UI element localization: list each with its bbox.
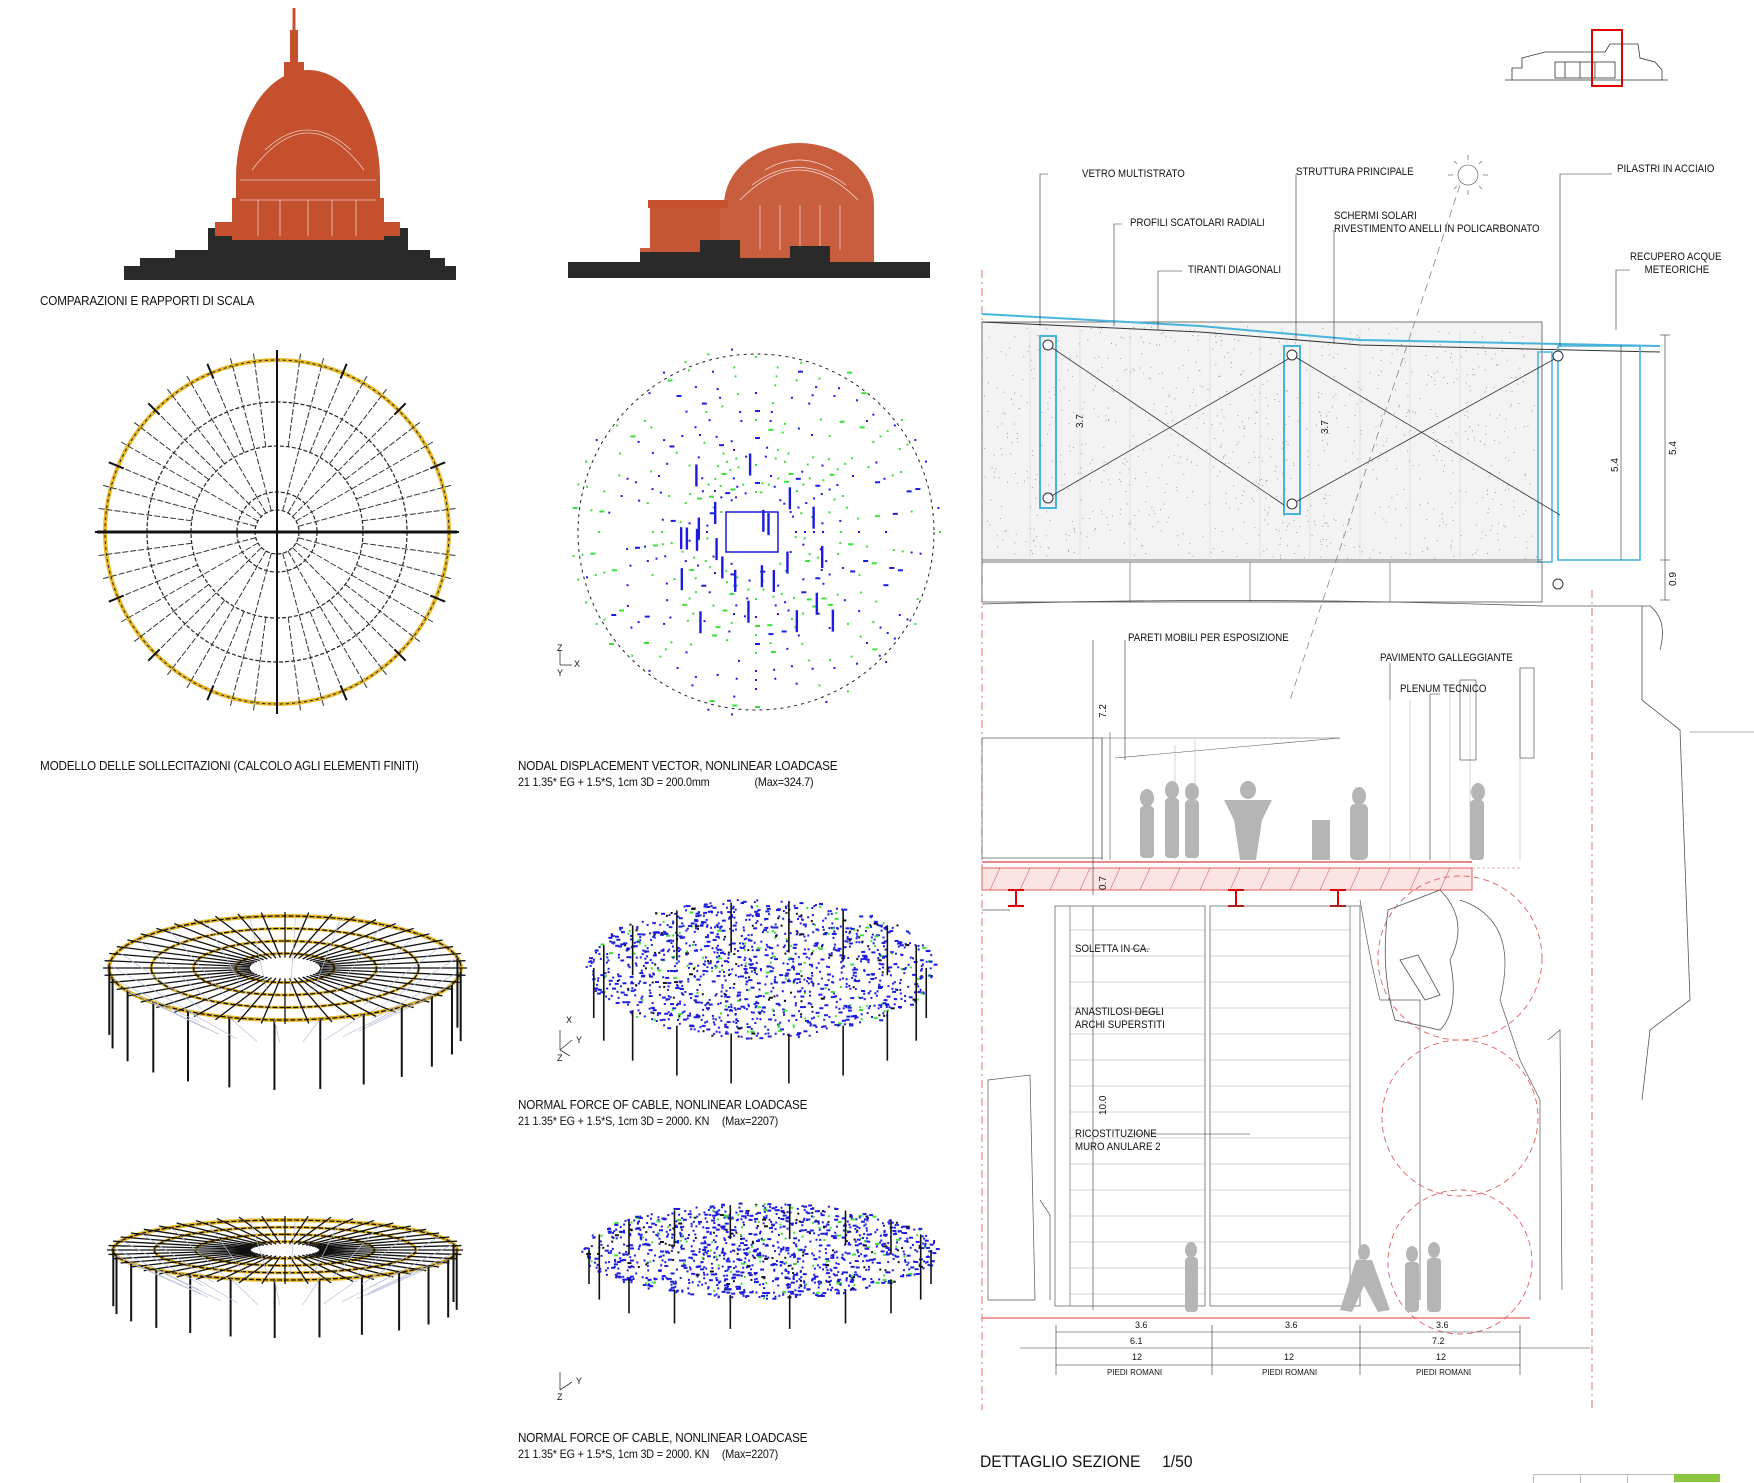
dome-comparison-1 [124, 8, 456, 280]
scale-comparison-caption: COMPARAZIONI E RAPPORTI DI SCALA [40, 293, 255, 308]
piedi-romani-c: PIEDI ROMANI [1416, 1368, 1472, 1377]
dim-3-6-b: 3.6 [1285, 1320, 1298, 1330]
cable2-caption-sub: 21 1.35* EG + 1.5*S, 1cm 3D = 2000. KN (M… [518, 1447, 807, 1461]
cable1-caption: NORMAL FORCE OF CABLE, NONLINEAR LOADCAS… [518, 1097, 807, 1128]
axis-x-label-1: X [574, 659, 581, 669]
axis-glyph-3 [559, 1372, 573, 1391]
cable1-caption-title: NORMAL FORCE OF CABLE, NONLINEAR LOADCAS… [518, 1097, 808, 1112]
label-recupero: RECUPERO ACQUE METEORICHE [1630, 251, 1721, 277]
label-recupero-line2: METEORICHE [1644, 264, 1710, 276]
label-pavimento: PAVIMENTO GALLEGGIANTE [1380, 652, 1513, 664]
dim-5-4-b: 5.4 [1668, 441, 1679, 455]
people-silhouettes-lower [1185, 1242, 1441, 1312]
cable1-caption-loadcase: 21 1.35* EG + 1.5*S, 1cm 3D = 2000. KN [518, 1114, 710, 1128]
label-soletta: SOLETTA IN CA. [1075, 943, 1150, 955]
label-anastilosi: ANASTILOSI DEGLI ARCHI SUPERSTITI [1075, 1006, 1165, 1032]
dim-3-7-a: 3.7 [1075, 414, 1086, 428]
cable2-caption-loadcase: 21 1.35* EG + 1.5*S, 1cm 3D = 2000. KN [518, 1447, 710, 1461]
axis-z-label-2: Z [557, 1053, 563, 1063]
label-struttura: STRUTTURA PRINCIPALE [1296, 166, 1414, 178]
nodal-caption-loadcase: 21 1.35* EG + 1.5*S, 1cm 3D = 200.0mm [518, 775, 710, 789]
dim-3-6-a: 3.6 [1135, 1320, 1148, 1330]
label-profili: PROFILI SCATOLARI RADIALI [1130, 217, 1265, 229]
dim-12-c: 12 [1436, 1352, 1447, 1362]
label-schermi-line2: RIVESTIMENTO ANELLI IN POLICARBONATO [1334, 223, 1540, 235]
nodal-caption: NODAL DISPLACEMENT VECTOR, NONLINEAR LOA… [518, 758, 838, 789]
dim-12-b: 12 [1284, 1352, 1295, 1362]
piedi-romani-b: PIEDI ROMANI [1262, 1368, 1318, 1377]
section-detail [981, 155, 1754, 1410]
legend-box-active [1674, 1474, 1720, 1482]
section-title-text: DETTAGLIO SEZIONE [980, 1452, 1141, 1471]
axis-x-label-2: X [566, 1015, 573, 1025]
dim-7-2-vertical: 7.2 [1098, 704, 1109, 718]
people-silhouettes-upper [1140, 781, 1485, 860]
label-schermi-line1: SCHERMI SOLARI [1334, 210, 1417, 222]
label-tiranti: TIRANTI DIAGONALI [1188, 264, 1282, 276]
piedi-romani-a: PIEDI ROMANI [1107, 1368, 1163, 1377]
dim-5-4-a: 5.4 [1610, 458, 1621, 472]
cable1-caption-max: (Max=2207) [721, 1114, 779, 1128]
nodal-caption-sub: 21 1.35* EG + 1.5*S, 1cm 3D = 200.0mm (Ma… [518, 775, 837, 789]
label-vetro: VETRO MULTISTRATO [1082, 168, 1185, 180]
label-ricostituzione-line1: RICOSTITUZIONE [1075, 1128, 1157, 1140]
label-pareti: PARETI MOBILI PER ESPOSIZIONE [1128, 632, 1289, 644]
fem-model-caption: MODELLO DELLE SOLLECITAZIONI (CALCOLO AG… [40, 758, 419, 773]
axis-y-label-3: Y [576, 1376, 583, 1386]
radial-plan-diagram [95, 350, 459, 714]
cable-force-perspective-2 [581, 1202, 940, 1329]
nodal-displacement-diagram [572, 348, 941, 716]
cable1-caption-sub: 21 1.35* EG + 1.5*S, 1cm 3D = 2000. KN (M… [518, 1114, 807, 1128]
axis-z-label-3: Z [557, 1392, 563, 1402]
label-recupero-line1: RECUPERO ACQUE [1630, 251, 1722, 263]
cable2-caption-title: NORMAL FORCE OF CABLE, NONLINEAR LOADCAS… [518, 1430, 808, 1445]
axis-glyph-1 [559, 650, 572, 666]
label-ricostituzione-line2: MURO ANULARE 2 [1075, 1141, 1161, 1153]
axis-glyph-2 [559, 1030, 573, 1057]
dim-12-a: 12 [1132, 1352, 1143, 1362]
label-anastilosi-line2: ARCHI SUPERSTITI [1075, 1019, 1165, 1031]
fem-perspective-1 [103, 912, 467, 1090]
label-plenum: PLENUM TECNICO [1400, 683, 1487, 695]
label-anastilosi-line1: ANASTILOSI DEGLI [1075, 1006, 1164, 1018]
label-schermi: SCHERMI SOLARI RIVESTIMENTO ANELLI IN PO… [1334, 210, 1539, 236]
label-ricostituzione: RICOSTITUZIONE MURO ANULARE 2 [1075, 1128, 1161, 1154]
dim-6-1: 6.1 [1130, 1336, 1143, 1346]
dome-comparison-2 [568, 143, 930, 278]
fem-perspective-2 [107, 1215, 463, 1338]
section-title: DETTAGLIO SEZIONE 1/50 [980, 1452, 1193, 1472]
key-plan [1505, 29, 1668, 87]
dim-3-7-b: 3.7 [1320, 420, 1331, 434]
dim-3-6-c: 3.6 [1436, 1320, 1449, 1330]
nodal-caption-title: NODAL DISPLACEMENT VECTOR, NONLINEAR LOA… [518, 758, 838, 773]
key-plan-highlight [1591, 29, 1623, 87]
cable2-caption: NORMAL FORCE OF CABLE, NONLINEAR LOADCAS… [518, 1430, 807, 1461]
axis-z-label-1: Z [557, 643, 563, 653]
dim-10-0: 10.0 [1098, 1095, 1109, 1115]
label-pilastri: PILASTRI IN ACCIAIO [1617, 163, 1715, 175]
dim-0-9: 0.9 [1668, 572, 1679, 586]
dim-7-2-horizontal: 7.2 [1432, 1336, 1445, 1346]
nodal-caption-max: (Max=324.7) [754, 775, 814, 789]
cable-force-perspective-1 [585, 899, 938, 1084]
axis-y-label-2: Y [576, 1035, 583, 1045]
cable2-caption-max: (Max=2207) [721, 1447, 779, 1461]
axis-y-label-1: Y [557, 668, 564, 678]
section-scale: 1/50 [1162, 1452, 1193, 1471]
sun-icon [1448, 155, 1488, 195]
dim-0-7: 0.7 [1098, 876, 1109, 890]
